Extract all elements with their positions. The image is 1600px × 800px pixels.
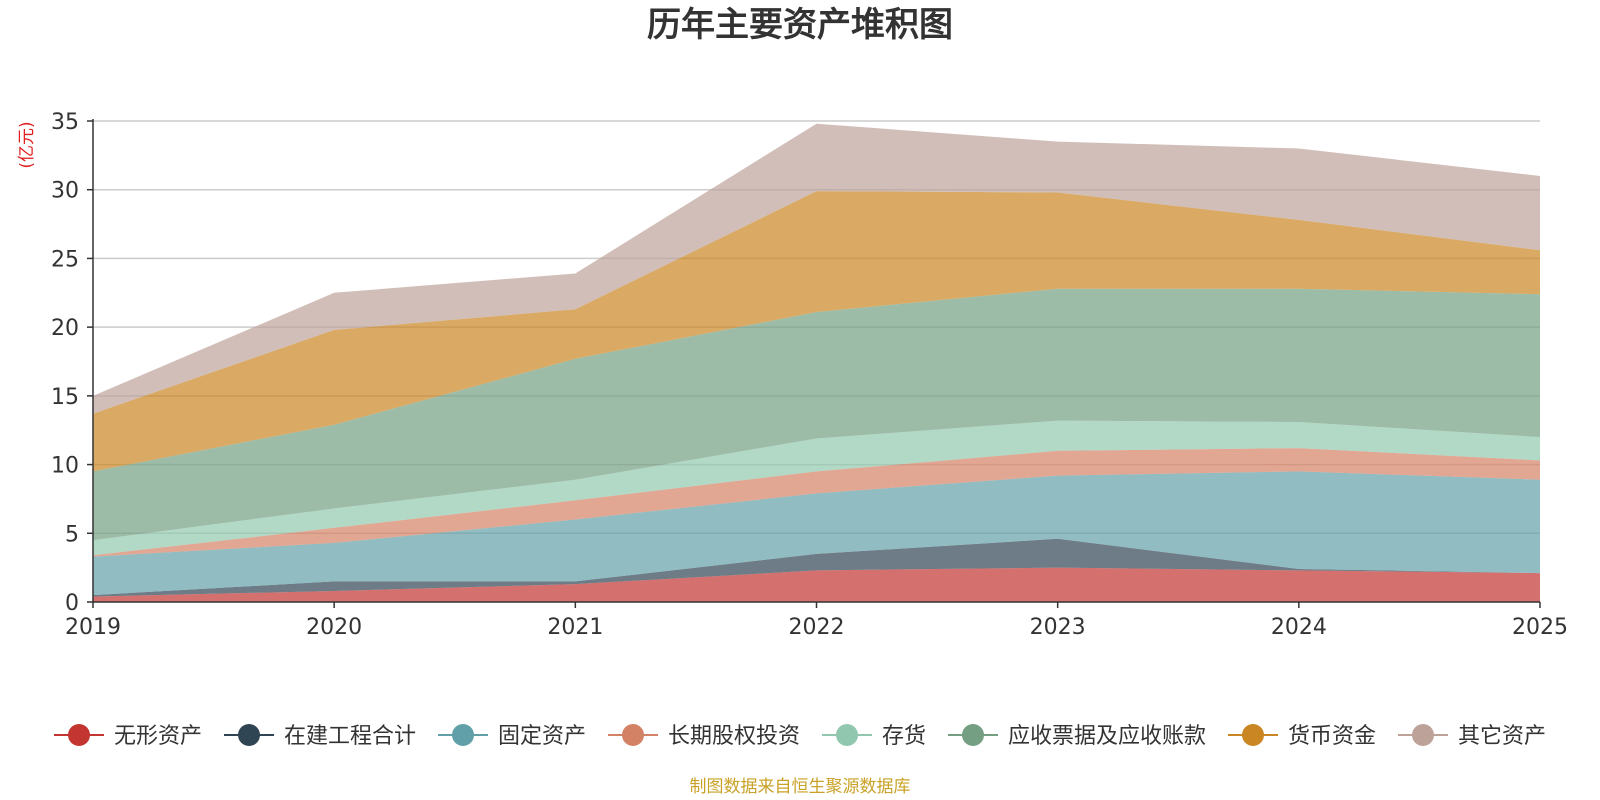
x-tick-label: 2022 [789,615,845,640]
legend-label: 货币资金 [1288,724,1376,749]
legend-marker [452,724,474,746]
x-tick-label: 2023 [1030,615,1086,640]
area-series [93,191,1540,472]
legend-marker [836,724,858,746]
legend-marker [1412,724,1434,746]
y-tick-label: 30 [51,179,79,204]
area-series [93,471,1540,596]
legend-label: 固定资产 [498,724,586,749]
legend-item[interactable]: 无形资产 [54,724,202,749]
area-series [93,567,1540,602]
legend-marker [68,724,90,746]
legend-marker [622,724,644,746]
x-tick-label: 2019 [65,615,121,640]
y-tick-label: 15 [51,385,79,410]
area-series-layer [93,123,1540,602]
y-tick-label: 25 [51,247,79,272]
legend-label: 长期股权投资 [668,724,800,749]
legend-marker [1242,724,1264,746]
y-tick-label: 5 [65,522,79,547]
legend-label: 无形资产 [114,724,202,749]
x-tick-label: 2025 [1512,615,1568,640]
legend-label: 其它资产 [1458,724,1546,749]
legend-label: 存货 [882,724,926,749]
x-tick-label: 2020 [306,615,362,640]
legend-label: 应收票据及应收账款 [1008,724,1206,749]
y-tick-label: 20 [51,316,79,341]
area-series [93,538,1540,597]
legend-label: 在建工程合计 [284,724,416,749]
legend-marker [238,724,260,746]
legend-item[interactable]: 存货 [822,724,926,749]
y-axis-unit-label: (亿元) [17,121,37,168]
legend-item[interactable]: 其它资产 [1398,724,1546,749]
area-series [93,420,1540,556]
y-tick-label: 35 [51,110,79,135]
area-series [93,448,1540,557]
legend-marker [962,724,984,746]
y-tick-label: 10 [51,454,79,479]
legend-item[interactable]: 货币资金 [1228,724,1376,749]
legend-item[interactable]: 应收票据及应收账款 [948,724,1206,749]
x-tick-label: 2021 [547,615,603,640]
area-series [93,288,1540,541]
legend-item[interactable]: 长期股权投资 [608,724,800,749]
x-tick-label: 2024 [1271,615,1327,640]
area-series [93,123,1540,414]
legend[interactable]: 无形资产 在建工程合计 固定资产 长期股权投资 存货 应收票据及应收账款 货币资金 其它资产 [54,724,1546,749]
legend-item[interactable]: 固定资产 [438,724,586,749]
chart-title: 历年主要资产堆积图 [647,5,953,45]
y-tick-label: 0 [65,591,79,616]
data-source-note: 制图数据来自恒生聚源数据库 [690,777,911,797]
legend-item[interactable]: 在建工程合计 [224,724,416,749]
